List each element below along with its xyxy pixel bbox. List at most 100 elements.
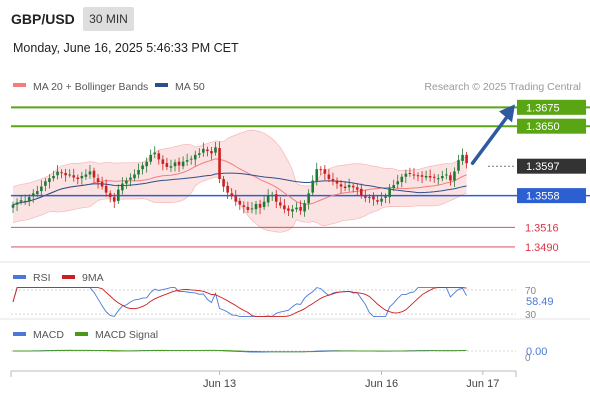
candle [44, 178, 47, 192]
candle-body [222, 179, 225, 187]
candle-body [181, 161, 185, 167]
candle-body [355, 187, 359, 190]
price-level-tag [517, 158, 586, 174]
price-level-label: 1.3490 [525, 242, 559, 254]
candle [88, 165, 92, 179]
candle-body [335, 180, 339, 184]
candle [23, 194, 27, 206]
candle-body [412, 174, 416, 176]
rsi-line [12, 287, 467, 317]
forecast-arrow-shaft [470, 116, 508, 165]
candle [279, 197, 282, 209]
legend-swatch [155, 83, 168, 87]
watermark: Research © 2025 Trading Central [424, 81, 581, 93]
x-tick-label: Jun 17 [466, 378, 499, 390]
candle [64, 168, 67, 182]
candle [250, 202, 254, 214]
candle [56, 165, 59, 180]
candle-body [15, 202, 19, 205]
candle-body [453, 171, 456, 181]
candles [11, 141, 468, 218]
candle [27, 194, 31, 207]
candle [327, 169, 331, 183]
rsi-tick-label: 30 [525, 310, 537, 321]
candle [404, 169, 408, 184]
candle [449, 172, 452, 186]
candle-body [360, 188, 363, 196]
candle [408, 167, 412, 177]
candle [323, 165, 327, 181]
candle-body [52, 176, 55, 179]
candle-body [250, 208, 254, 210]
macd-panel: MACD MACD Signal 00.00 [11, 329, 547, 364]
candle-body [129, 177, 132, 180]
candle [31, 189, 35, 203]
candle [222, 176, 225, 192]
candle-body [185, 160, 189, 162]
candle-body [121, 183, 124, 191]
candle-body [319, 169, 323, 171]
candle [246, 201, 250, 213]
candle-body [173, 162, 177, 167]
legend-label: MA 50 [175, 81, 205, 93]
candle [15, 198, 19, 212]
candle-body [392, 185, 395, 189]
candle-body [104, 185, 108, 193]
candle-body [76, 177, 80, 180]
candle-body [428, 176, 432, 178]
candle [380, 192, 383, 206]
timeframe-badge[interactable]: 30 MIN [83, 7, 134, 31]
candle-body [436, 178, 440, 180]
candle-body [145, 161, 148, 167]
candle-body [372, 196, 375, 200]
candle-body [457, 160, 460, 171]
candle [360, 183, 363, 199]
legend-swatch [62, 275, 75, 279]
candle [48, 174, 51, 189]
candle [112, 192, 116, 209]
candle-body [117, 189, 120, 201]
candle [311, 175, 314, 196]
candle-body [48, 178, 51, 183]
candle-body [60, 172, 63, 174]
candle-body [88, 171, 92, 175]
bollinger-upper-line [12, 129, 467, 187]
price-level-label: 1.3675 [526, 102, 560, 114]
candle [157, 150, 161, 165]
candle-body [149, 154, 152, 162]
candle-body [72, 175, 76, 178]
candle-body [141, 165, 144, 170]
candle [218, 141, 221, 184]
candle [335, 177, 339, 189]
price-level-label: 1.3558 [526, 191, 560, 203]
candle [453, 167, 456, 187]
candle-body [210, 151, 213, 154]
candle [396, 174, 400, 189]
candle-body [189, 158, 193, 160]
bollinger-band-fill [13, 130, 467, 233]
candle [60, 169, 63, 179]
candle [210, 146, 213, 160]
candle [145, 157, 148, 173]
macd-last-value: 0.00 [526, 346, 547, 358]
main-legend: MA 20 + Bollinger Bands MA 50 [13, 81, 205, 93]
candle-body [23, 200, 27, 202]
candle [133, 169, 136, 182]
candle-body [80, 176, 84, 179]
candle [125, 177, 128, 189]
candle [412, 168, 416, 180]
legend-label: 9MA [82, 272, 104, 284]
candle-body [40, 186, 43, 192]
x-axis: Jun 13 Jun 16 Jun 17 [10, 370, 517, 390]
candle [274, 189, 278, 209]
candle [347, 178, 351, 192]
price-level-label: 1.3516 [525, 222, 559, 234]
candle-body [368, 197, 371, 199]
candle [185, 153, 189, 166]
price-levels [11, 106, 590, 248]
candle-body [92, 170, 96, 178]
candle-body [432, 176, 436, 178]
candle-body [339, 184, 343, 187]
candle [319, 166, 323, 176]
candle-body [258, 203, 262, 208]
